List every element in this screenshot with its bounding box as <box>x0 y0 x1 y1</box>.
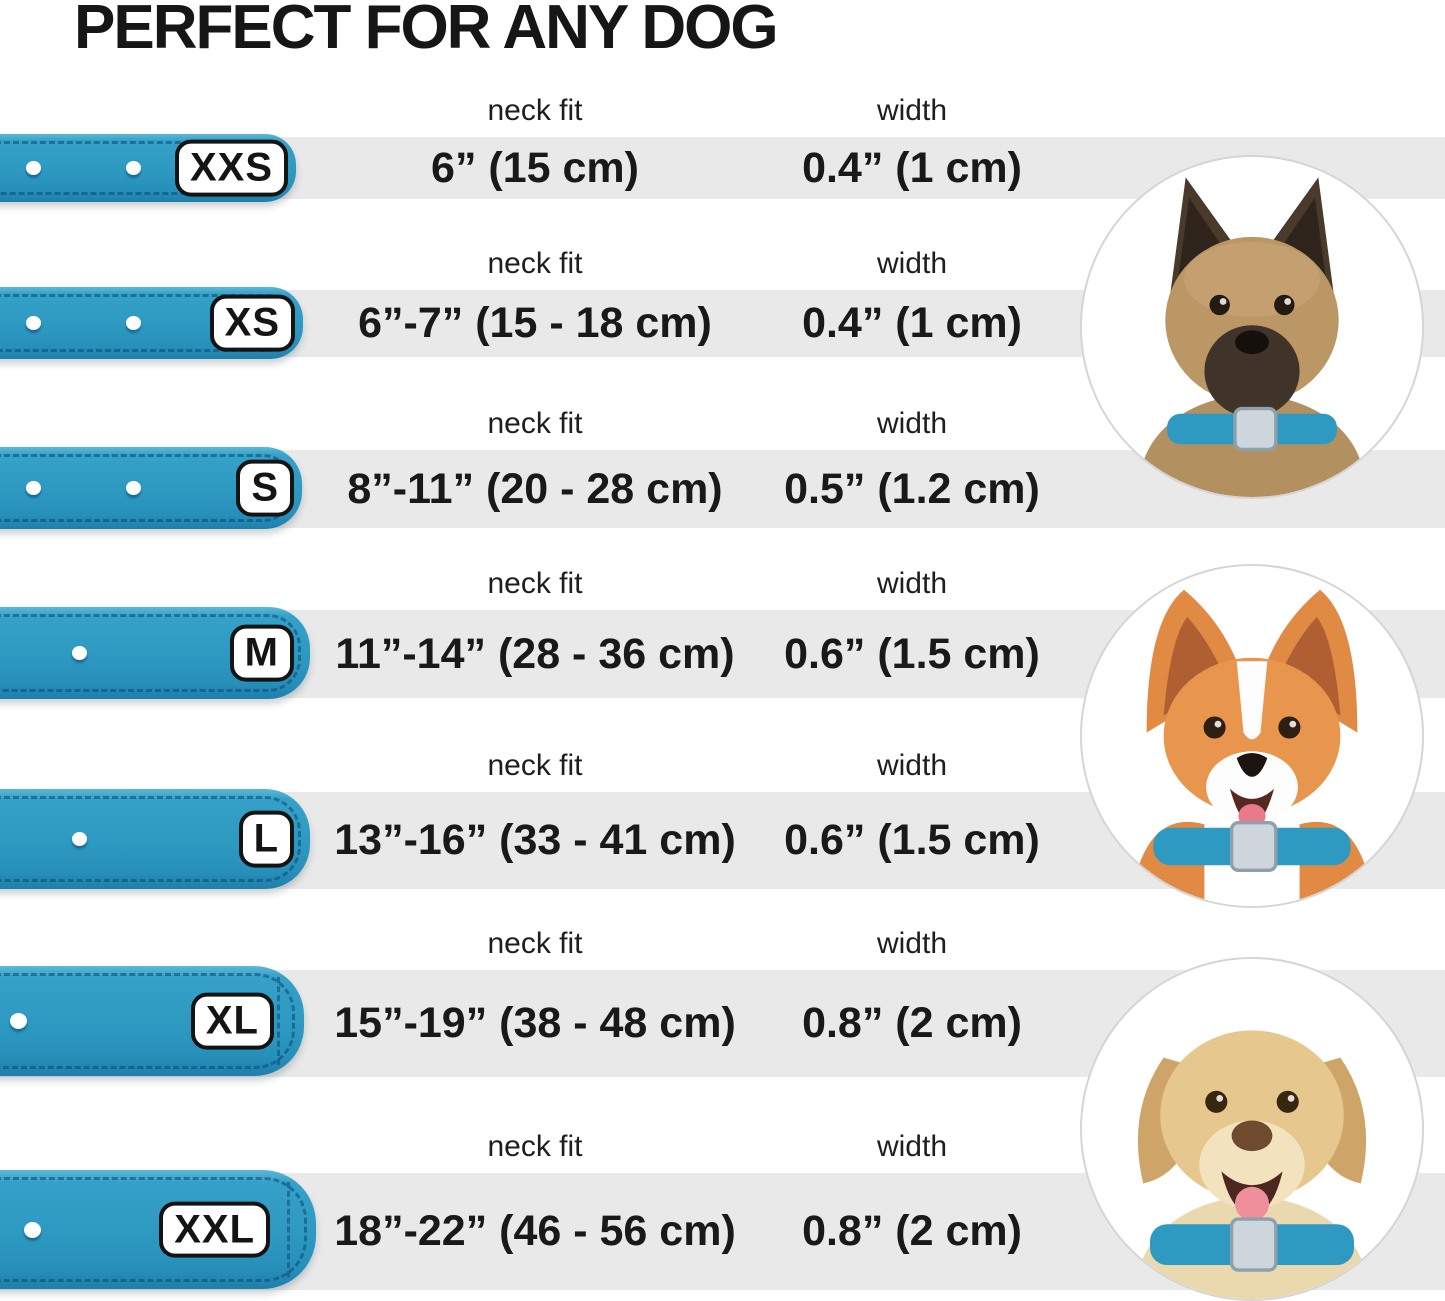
collar-graphic: XL <box>0 966 304 1076</box>
terrier-illustration <box>1139 177 1365 497</box>
collar-hole <box>26 481 41 495</box>
collar-hole <box>126 161 141 175</box>
collar-stitching <box>0 973 295 1069</box>
neck-fit-header: neck fit <box>487 94 583 127</box>
neck-fit-value: 15”-19” (38 - 48 cm) <box>334 999 736 1047</box>
collar-hole <box>72 646 87 660</box>
collar-graphic: L <box>0 789 310 889</box>
collar-graphic: XXS <box>0 134 296 202</box>
corgi-illustration <box>1129 589 1375 906</box>
width-value: 0.5” (1.2 cm) <box>784 465 1040 513</box>
width-header: width <box>876 247 948 280</box>
width-value: 0.6” (1.5 cm) <box>784 630 1040 678</box>
neck-fit-header: neck fit <box>487 407 583 440</box>
neck-fit-value: 18”-22” (46 - 56 cm) <box>334 1207 736 1255</box>
neck-fit-header: neck fit <box>487 749 583 782</box>
neck-fit-header: neck fit <box>487 927 583 960</box>
collar-hole <box>126 481 141 495</box>
collar-stitching <box>0 796 301 882</box>
size-badge: M <box>229 624 294 682</box>
width-header: width <box>876 1130 948 1163</box>
width-value: 0.6” (1.5 cm) <box>784 816 1040 864</box>
neck-fit-value: 8”-11” (20 - 28 cm) <box>347 465 723 513</box>
collar-seam-stitch <box>277 977 280 1065</box>
size-badge: XS <box>209 294 295 352</box>
size-badge: XXS <box>174 139 288 197</box>
width-header: width <box>876 927 948 960</box>
width-header: width <box>876 94 948 127</box>
neck-fit-value: 6” (15 cm) <box>431 144 639 192</box>
neck-fit-value: 13”-16” (33 - 41 cm) <box>334 816 736 864</box>
width-header: width <box>876 567 948 600</box>
collar-graphic: M <box>0 607 310 699</box>
dog-photo-circle-small <box>1080 155 1424 499</box>
dog-photo-circle-medium <box>1080 564 1424 908</box>
labrador-illustration <box>1136 1030 1368 1299</box>
size-badge: L <box>238 810 294 868</box>
neck-fit-header: neck fit <box>487 247 583 280</box>
collar-stitching <box>0 614 301 692</box>
size-badge: S <box>236 459 294 517</box>
collar-graphic: XXL <box>0 1170 316 1289</box>
collar-hole <box>72 832 87 846</box>
collar-stitching <box>0 1177 307 1282</box>
collar-hole <box>24 1221 41 1238</box>
collar-seam-stitch <box>287 1181 290 1278</box>
collar-graphic: S <box>0 447 302 529</box>
width-value: 0.8” (2 cm) <box>802 1207 1022 1255</box>
collar-hole <box>26 316 41 330</box>
size-badge: XL <box>190 992 274 1050</box>
width-value: 0.8” (2 cm) <box>802 999 1022 1047</box>
neck-fit-value: 6”-7” (15 - 18 cm) <box>358 299 712 347</box>
neck-fit-header: neck fit <box>487 567 583 600</box>
size-badge: XXL <box>159 1201 270 1258</box>
collar-hole <box>126 316 141 330</box>
collar-hole <box>26 161 41 175</box>
width-value: 0.4” (1 cm) <box>802 144 1022 192</box>
width-header: width <box>876 749 948 782</box>
neck-fit-value: 11”-14” (28 - 36 cm) <box>335 630 735 678</box>
width-header: width <box>876 407 948 440</box>
dog-photo-circle-large <box>1080 957 1424 1301</box>
collar-graphic: XS <box>0 287 303 359</box>
collar-hole <box>10 1013 27 1029</box>
page-title: PERFECT FOR ANY DOG <box>74 0 779 62</box>
neck-fit-header: neck fit <box>487 1130 583 1163</box>
width-value: 0.4” (1 cm) <box>802 299 1022 347</box>
